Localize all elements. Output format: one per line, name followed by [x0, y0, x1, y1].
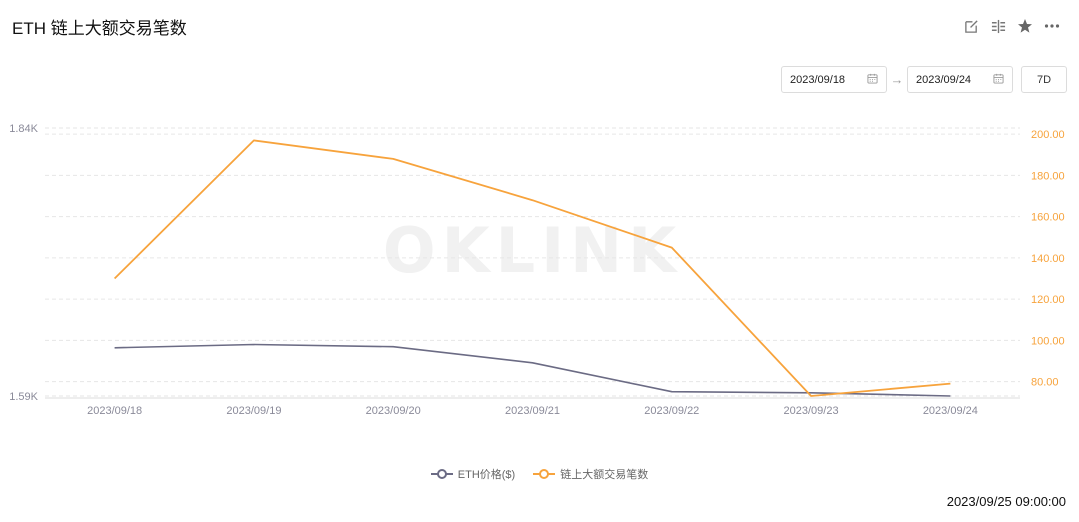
right-axis-tick-label: 180.00 — [1031, 170, 1065, 182]
end-date-value: 2023/09/24 — [916, 73, 972, 86]
right-axis-tick-label: 140.00 — [1031, 253, 1065, 265]
legend-swatch-icon — [430, 469, 453, 479]
calendar-icon — [993, 73, 1004, 87]
more-icon[interactable] — [1043, 17, 1061, 35]
calendar-icon — [867, 73, 878, 87]
toolbar — [962, 17, 1061, 35]
date-range-picker: 2023/09/18 → 2023/09/24 7D — [781, 66, 1067, 93]
right-axis-tick-label: 100.00 — [1031, 335, 1065, 347]
left-axis-tick-label: 1.84K — [9, 123, 38, 135]
series-line-large-tx-count — [113, 139, 951, 397]
x-axis-tick-label: 2023/09/19 — [226, 405, 281, 417]
page-title: ETH 链上大额交易笔数 — [12, 19, 187, 38]
edit-icon[interactable] — [962, 17, 980, 35]
right-axis-tick-label: 120.00 — [1031, 294, 1065, 306]
legend-label: 链上大额交易笔数 — [560, 469, 649, 481]
legend-item[interactable]: 链上大额交易笔数 — [533, 466, 648, 482]
star-icon[interactable] — [1016, 17, 1034, 35]
x-axis-tick-label: 2023/09/20 — [366, 405, 421, 417]
legend-item[interactable]: ETH价格($) — [430, 466, 516, 482]
legend-label: ETH价格($) — [457, 469, 516, 481]
left-axis-tick-label: 1.59K — [9, 391, 38, 403]
x-axis-tick-label: 2023/09/24 — [923, 405, 978, 417]
x-axis-tick-label: 2023/09/22 — [644, 405, 699, 417]
legend-swatch-icon — [533, 469, 556, 479]
watermark-logo: OKLINK — [383, 214, 682, 287]
x-axis-tick-label: 2023/09/23 — [784, 405, 839, 417]
compare-icon[interactable] — [989, 17, 1007, 35]
chart-legend: ETH价格($) 链上大额交易笔数 — [0, 466, 1079, 482]
update-timestamp: 2023/09/25 09:00:00 — [946, 494, 1066, 509]
x-axis-tick-label: 2023/09/21 — [505, 405, 560, 417]
right-axis-tick-label: 200.00 — [1031, 129, 1065, 141]
end-date-field[interactable]: 2023/09/24 — [907, 66, 1013, 93]
x-axis-tick-label: 2023/09/18 — [87, 405, 142, 417]
right-axis-tick-label: 160.00 — [1031, 212, 1065, 224]
line-chart: OKLINK 200.00 180.00 160.00 140.00 120.00 100.… — [9, 123, 1065, 417]
start-date-value: 2023/09/18 — [790, 73, 846, 86]
range-7d-button[interactable]: 7D — [1021, 66, 1067, 93]
arrow-right-icon: → — [890, 72, 904, 87]
start-date-field[interactable]: 2023/09/18 — [781, 66, 887, 93]
series-line-eth-price — [114, 343, 951, 397]
right-axis-tick-label: 80.00 — [1031, 377, 1059, 389]
